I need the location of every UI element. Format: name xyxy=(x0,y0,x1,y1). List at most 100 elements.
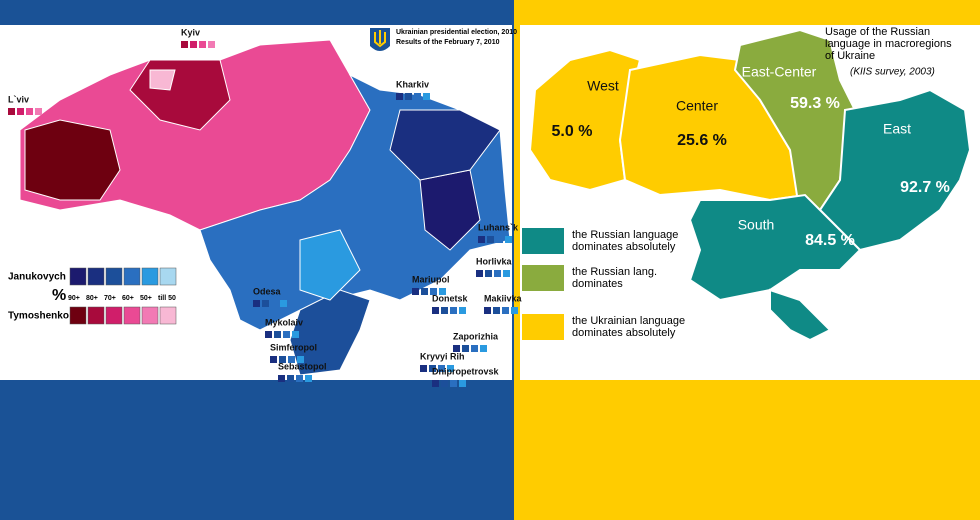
legend-swatch xyxy=(69,306,87,325)
city-marker xyxy=(288,356,295,363)
city-label: Simferopol xyxy=(270,342,317,352)
legend-label: Janukovych xyxy=(8,272,66,283)
city-marker xyxy=(262,300,269,307)
city-marker xyxy=(17,108,24,115)
city-marker xyxy=(420,365,427,372)
region-light-pink xyxy=(149,69,176,91)
region-light-blue xyxy=(299,229,361,301)
city-marker xyxy=(412,288,419,295)
city-marker xyxy=(502,307,509,314)
city-marker xyxy=(296,375,303,382)
city-marker xyxy=(471,345,478,352)
emblem xyxy=(370,28,390,51)
legend-scale: 60+ xyxy=(122,295,134,302)
city-label: Odesa xyxy=(253,286,282,296)
legend-swatch xyxy=(159,267,177,286)
city-label: Kharkiv xyxy=(396,79,429,89)
legend-scale: 90+ xyxy=(68,295,80,302)
city-label: Makiivka xyxy=(484,293,523,303)
legend-scale: 50+ xyxy=(140,295,152,302)
crimea xyxy=(769,288,832,342)
region-east-mid xyxy=(389,109,501,181)
city-marker xyxy=(274,331,281,338)
city-marker xyxy=(430,288,437,295)
legend-swatch xyxy=(522,265,564,291)
city-marker xyxy=(181,41,188,48)
legend-text: the Russian language xyxy=(572,229,678,241)
legend-text: the Russian lang. xyxy=(572,266,657,278)
region-name: East xyxy=(883,121,911,137)
region-value: 84.5 % xyxy=(805,232,855,249)
legend-swatch xyxy=(123,306,141,325)
city-marker xyxy=(441,307,448,314)
legend-swatch xyxy=(141,306,159,325)
legend-label: Tymoshenko xyxy=(8,311,69,322)
region-value: 59.3 % xyxy=(790,95,840,112)
city-marker xyxy=(476,270,483,277)
legend-swatch xyxy=(522,228,564,254)
city-marker xyxy=(396,93,403,100)
city-marker xyxy=(459,307,466,314)
city-marker xyxy=(429,365,436,372)
legend-text: dominates absolutely xyxy=(572,241,676,253)
city-label: Kryvyi Rih xyxy=(420,351,465,361)
city-marker xyxy=(253,300,260,307)
legend-swatch xyxy=(105,267,123,286)
city-marker xyxy=(283,331,290,338)
city-marker xyxy=(305,375,312,382)
legend-scale: 70+ xyxy=(104,295,116,302)
city-label: Sebastopol xyxy=(278,361,327,371)
city-label: Luhans`k xyxy=(478,222,519,232)
legend-text: the Ukrainian language xyxy=(572,315,685,327)
city-marker xyxy=(496,236,503,243)
city-marker xyxy=(484,307,491,314)
language-title: of Ukraine xyxy=(825,50,875,62)
legend-scale: 80+ xyxy=(86,295,98,302)
language-title: language in macroregions xyxy=(825,38,952,50)
city-marker xyxy=(438,365,445,372)
region-west-dark xyxy=(24,119,121,201)
legend-text: dominates xyxy=(572,278,623,290)
region-value: 92.7 % xyxy=(900,179,950,196)
language-map: West 5.0 % Center 25.6 % East-Center 59.3 % Ea… xyxy=(522,26,972,342)
city-marker xyxy=(453,345,460,352)
legend-swatch xyxy=(87,306,105,325)
legend-text: dominates absolutely xyxy=(572,327,676,339)
region-name: South xyxy=(738,217,775,233)
city-marker xyxy=(494,270,501,277)
source: (KIIS survey, 2003) xyxy=(850,67,935,78)
city-marker xyxy=(447,365,454,372)
region-value: 5.0 % xyxy=(552,123,593,140)
city-marker xyxy=(280,300,287,307)
city-marker xyxy=(287,375,294,382)
language-title: Usage of the Russian xyxy=(825,26,930,38)
city-marker xyxy=(478,236,485,243)
legend-swatch xyxy=(105,306,123,325)
city-marker xyxy=(271,300,278,307)
election-title: Ukrainian presidential election, 2010 xyxy=(396,29,517,36)
legend-swatch xyxy=(87,267,105,286)
percent-symbol: % xyxy=(52,287,66,304)
city-label: Donetsk xyxy=(432,293,469,303)
city-label: Mariupol xyxy=(412,274,450,284)
region-name: East-Center xyxy=(742,64,817,80)
city-marker xyxy=(503,270,510,277)
city-marker xyxy=(432,307,439,314)
city-marker xyxy=(485,270,492,277)
city-marker xyxy=(441,380,448,387)
city-label: Dnipropetrovsk xyxy=(432,366,500,376)
election-subtitle: Results of the February 7, 2010 xyxy=(396,39,500,46)
city-marker xyxy=(505,236,512,243)
city-marker xyxy=(480,345,487,352)
city-marker xyxy=(297,356,304,363)
city-label: L`viv xyxy=(8,94,29,104)
city-marker xyxy=(450,380,457,387)
region-crimea xyxy=(289,289,371,376)
city-marker xyxy=(493,307,500,314)
city-marker xyxy=(292,331,299,338)
city-marker xyxy=(199,41,206,48)
city-marker xyxy=(278,375,285,382)
region-name: West xyxy=(587,78,619,94)
